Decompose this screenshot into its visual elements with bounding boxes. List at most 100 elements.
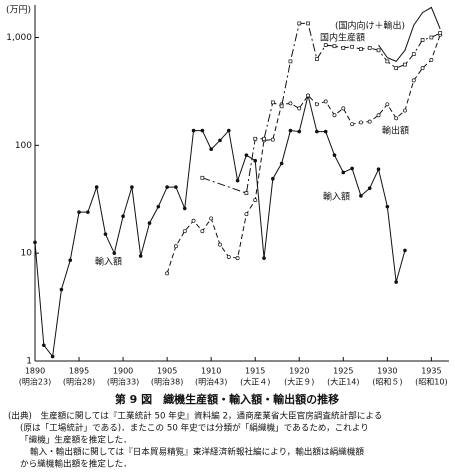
marker [288, 59, 293, 64]
marker [42, 343, 46, 348]
marker [394, 280, 398, 284]
marker [218, 242, 222, 247]
x-tick-sublabel: (明治33) [107, 377, 139, 387]
marker [262, 256, 266, 260]
marker [403, 108, 407, 113]
marker [226, 255, 231, 260]
marker [200, 229, 205, 234]
marker [420, 38, 425, 42]
marker [438, 31, 443, 35]
marker [297, 129, 302, 134]
x-tick-label: 1915 [245, 367, 265, 376]
marker [253, 198, 258, 203]
marker [77, 210, 81, 214]
x-tick-label: 1910 [201, 367, 221, 376]
marker [376, 167, 381, 172]
source-note: (原は「工場統計」である)．またこの 50 年史では分類が「絹織機」であるため，… [20, 422, 369, 434]
marker [411, 78, 416, 83]
x-tick-sublabel: (昭和10) [415, 378, 447, 387]
x-tick-label: 1890 [25, 367, 45, 376]
marker [367, 186, 372, 191]
series-line [378, 6, 441, 62]
marker [376, 113, 381, 118]
x-tick-label: 1930 [377, 367, 397, 376]
marker [403, 248, 407, 253]
marker [191, 218, 196, 223]
marker [367, 46, 372, 50]
x-tick-label: 1925 [333, 367, 353, 376]
marker [138, 254, 143, 258]
marker [156, 204, 161, 209]
annotation: 輸入額 [323, 191, 350, 203]
marker [350, 44, 354, 49]
marker [226, 128, 231, 133]
marker [332, 113, 337, 118]
x-tick-sublabel: (大正14) [327, 377, 359, 387]
marker [394, 66, 398, 70]
series-label: (国内向け＋輸出) [335, 20, 405, 32]
marker [288, 128, 293, 133]
x-tick-sublabel: (明治23) [19, 377, 51, 387]
marker [306, 21, 310, 26]
marker [200, 128, 205, 133]
marker [350, 122, 355, 127]
y-tick-label: 1 [26, 357, 32, 367]
series-label: 国内生産額 [320, 32, 365, 44]
marker [33, 240, 37, 245]
marker [182, 206, 187, 211]
marker [306, 93, 311, 98]
marker [367, 119, 372, 124]
series-line [166, 34, 441, 274]
series-label: 輸入額 [95, 256, 122, 268]
x-tick-label: 1905 [157, 367, 177, 376]
marker [332, 44, 337, 49]
marker [323, 43, 328, 47]
marker [121, 214, 125, 219]
marker [385, 102, 390, 107]
marker [314, 102, 319, 107]
marker [235, 256, 240, 261]
marker [270, 137, 275, 142]
source-note: 「織機」生産額を推定した． [20, 434, 132, 446]
x-tick-label: 1895 [69, 367, 89, 376]
marker [244, 191, 249, 196]
series-line [202, 22, 441, 194]
marker [218, 138, 222, 143]
marker [323, 99, 328, 104]
marker [279, 104, 284, 109]
marker [279, 161, 284, 166]
marker [297, 21, 302, 26]
marker [209, 147, 213, 152]
x-tick-sublabel: (昭和５) [372, 378, 402, 387]
source-note: (出典) 生産額に関しては『工業統計 50 年史』資料編 2，通商産業省大臣官房… [8, 410, 382, 422]
marker [262, 136, 266, 141]
marker [182, 229, 187, 234]
marker [385, 204, 390, 209]
marker [403, 62, 407, 67]
marker [86, 210, 90, 214]
marker [341, 106, 346, 111]
marker [288, 101, 293, 106]
marker [244, 153, 249, 157]
marker [94, 185, 99, 189]
marker [130, 185, 134, 189]
marker [420, 66, 425, 71]
x-tick-sublabel: (大正９) [284, 377, 314, 387]
marker [59, 287, 64, 292]
series-label: 輸出額 [382, 125, 409, 137]
marker [429, 35, 434, 40]
marker [341, 46, 346, 50]
x-tick-label: 1935 [421, 367, 441, 376]
marker [200, 175, 205, 180]
marker [385, 59, 390, 64]
marker [253, 136, 258, 141]
x-tick-sublabel: (明治28) [63, 377, 95, 387]
x-tick-sublabel: (明治38) [151, 377, 183, 387]
marker [103, 232, 108, 236]
marker [271, 176, 275, 181]
marker [50, 354, 55, 359]
marker [112, 251, 117, 255]
marker [315, 129, 319, 134]
x-tick-sublabel: (明治43) [195, 377, 227, 387]
marker [359, 47, 363, 51]
